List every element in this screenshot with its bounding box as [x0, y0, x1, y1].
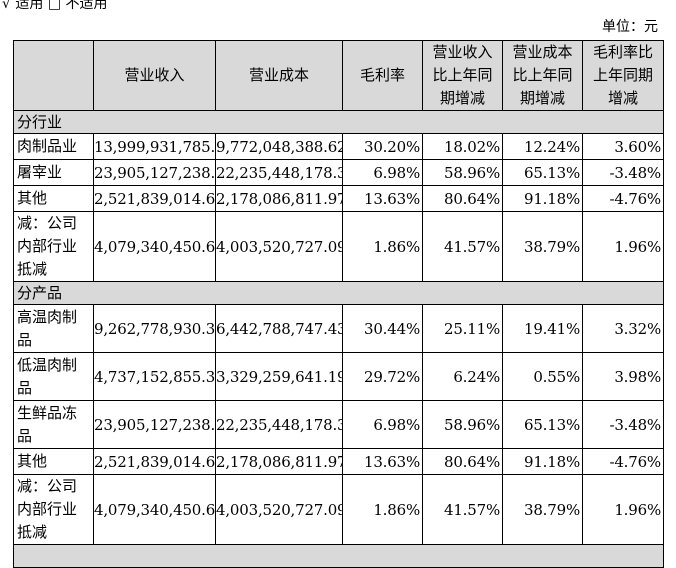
table-row: 减：公司内部行业抵减 4,079,340,450.61 4,003,520,72… [13, 211, 664, 282]
cell-margin-change: -4.76% [582, 185, 664, 212]
cell-margin-change: 3.98% [582, 352, 664, 401]
cell-revenue: 9,262,778,930.30 [93, 304, 216, 353]
cell-margin-change: 1.96% [582, 211, 664, 282]
row-name: 屠宰业 [13, 159, 94, 186]
cell-cost-change: 65.13% [502, 159, 583, 186]
row-name: 低温肉制品 [13, 352, 94, 401]
cell-cost-change: 38.79% [502, 474, 583, 545]
cell-revenue-change: 80.64% [422, 448, 503, 475]
cell-margin: 30.20% [342, 133, 423, 160]
cell-revenue-change: 18.02% [422, 133, 503, 160]
cell-revenue-change: 41.57% [422, 474, 503, 545]
cell-margin: 6.98% [342, 159, 423, 186]
section-label-industry: 分行业 [13, 110, 664, 134]
header-cost: 营业成本 [215, 40, 343, 111]
header-blank [13, 40, 94, 111]
cell-margin-change: -4.76% [582, 448, 664, 475]
row-name: 减：公司内部行业抵减 [13, 474, 94, 545]
cell-revenue: 2,521,839,014.60 [93, 448, 216, 475]
header-cost-change: 营业成本比上年同期增减 [502, 40, 583, 111]
cell-margin: 1.86% [342, 211, 423, 282]
table-row: 高温肉制品 9,262,778,930.30 6,442,788,747.43 … [13, 304, 664, 353]
section-row-industry: 分行业 [13, 110, 664, 134]
header-margin: 毛利率 [342, 40, 423, 111]
table-row: 其他 2,521,839,014.60 2,178,086,811.97 13.… [13, 185, 664, 212]
cell-cost: 22,235,448,178.30 [215, 159, 343, 186]
header-margin-change-text: 毛利率比上年同期增减 [592, 43, 653, 107]
cell-margin: 29.72% [342, 352, 423, 401]
row-name: 减：公司内部行业抵减 [13, 211, 94, 282]
cell-revenue: 4,737,152,855.35 [93, 352, 216, 401]
table-row: 屠宰业 23,905,127,238.54 22,235,448,178.30 … [13, 159, 664, 186]
cell-cost: 4,003,520,727.09 [215, 474, 343, 545]
cell-revenue-change: 80.64% [422, 185, 503, 212]
header-cost-change-text: 营业成本比上年同期增减 [512, 43, 573, 107]
cell-cost: 22,235,448,178.30 [215, 400, 343, 449]
section-row-product: 分产品 [13, 281, 664, 305]
cell-revenue: 13,999,931,785.65 [93, 133, 216, 160]
cell-cost-change: 91.18% [502, 185, 583, 212]
cell-cost-change: 12.24% [502, 133, 583, 160]
cell-revenue-change: 58.96% [422, 159, 503, 186]
section-label-product: 分产品 [13, 281, 664, 305]
cell-revenue: 4,079,340,450.61 [93, 211, 216, 282]
cell-cost: 6,442,788,747.43 [215, 304, 343, 353]
cell-revenue-change: 58.96% [422, 400, 503, 449]
cell-cost-change: 91.18% [502, 448, 583, 475]
table-row: 减：公司内部行业抵减 4,079,340,450.61 4,003,520,72… [13, 474, 664, 545]
header-margin-change: 毛利率比上年同期增减 [582, 40, 664, 111]
cell-cost: 9,772,048,388.62 [215, 133, 343, 160]
cell-cost: 2,178,086,811.97 [215, 185, 343, 212]
cell-margin-change: -3.48% [582, 400, 664, 449]
cell-cost: 3,329,259,641.19 [215, 352, 343, 401]
cell-margin-change: 3.60% [582, 133, 664, 160]
section-label-next [13, 544, 664, 568]
cell-margin: 1.86% [342, 474, 423, 545]
row-name: 生鲜品冻品 [13, 400, 94, 449]
cell-revenue-change: 41.57% [422, 211, 503, 282]
table-row: 肉制品业 13,999,931,785.65 9,772,048,388.62 … [13, 133, 664, 160]
cell-cost-change: 38.79% [502, 211, 583, 282]
unit-label: 单位：元 [602, 19, 658, 35]
cell-margin: 13.63% [342, 448, 423, 475]
cell-revenue-change: 25.11% [422, 304, 503, 353]
row-name: 其他 [13, 185, 94, 212]
table-row: 生鲜品冻品 23,905,127,238.54 22,235,448,178.3… [13, 400, 664, 449]
cell-cost-change: 0.55% [502, 352, 583, 401]
row-name: 其他 [13, 448, 94, 475]
cell-margin: 30.44% [342, 304, 423, 353]
cell-revenue: 2,521,839,014.60 [93, 185, 216, 212]
cell-margin-change: -3.48% [582, 159, 664, 186]
cell-cost-change: 65.13% [502, 400, 583, 449]
applicability-line: √ 适用 □ 不适用 [2, 0, 108, 12]
cell-margin: 6.98% [342, 400, 423, 449]
cell-margin-change: 1.96% [582, 474, 664, 545]
cell-margin-change: 3.32% [582, 304, 664, 353]
cell-cost: 2,178,086,811.97 [215, 448, 343, 475]
cell-margin: 13.63% [342, 185, 423, 212]
cell-revenue: 4,079,340,450.61 [93, 474, 216, 545]
cell-cost: 4,003,520,727.09 [215, 211, 343, 282]
section-row-next [13, 544, 664, 568]
cell-cost-change: 19.41% [502, 304, 583, 353]
header-revenue-change: 营业收入比上年同期增减 [422, 40, 503, 111]
table-row: 低温肉制品 4,737,152,855.35 3,329,259,641.19 … [13, 352, 664, 401]
cell-revenue-change: 6.24% [422, 352, 503, 401]
row-name: 高温肉制品 [13, 304, 94, 353]
row-name: 肉制品业 [13, 133, 94, 160]
header-revenue: 营业收入 [93, 40, 216, 111]
revenue-cost-table: 营业收入 营业成本 毛利率 营业收入比上年同期增减 营业成本比上年同期增减 毛利… [13, 40, 664, 568]
cell-revenue: 23,905,127,238.54 [93, 400, 216, 449]
cell-revenue: 23,905,127,238.54 [93, 159, 216, 186]
header-row: 营业收入 营业成本 毛利率 营业收入比上年同期增减 营业成本比上年同期增减 毛利… [13, 40, 664, 111]
table-row: 其他 2,521,839,014.60 2,178,086,811.97 13.… [13, 448, 664, 475]
header-revenue-change-text: 营业收入比上年同期增减 [432, 43, 493, 107]
